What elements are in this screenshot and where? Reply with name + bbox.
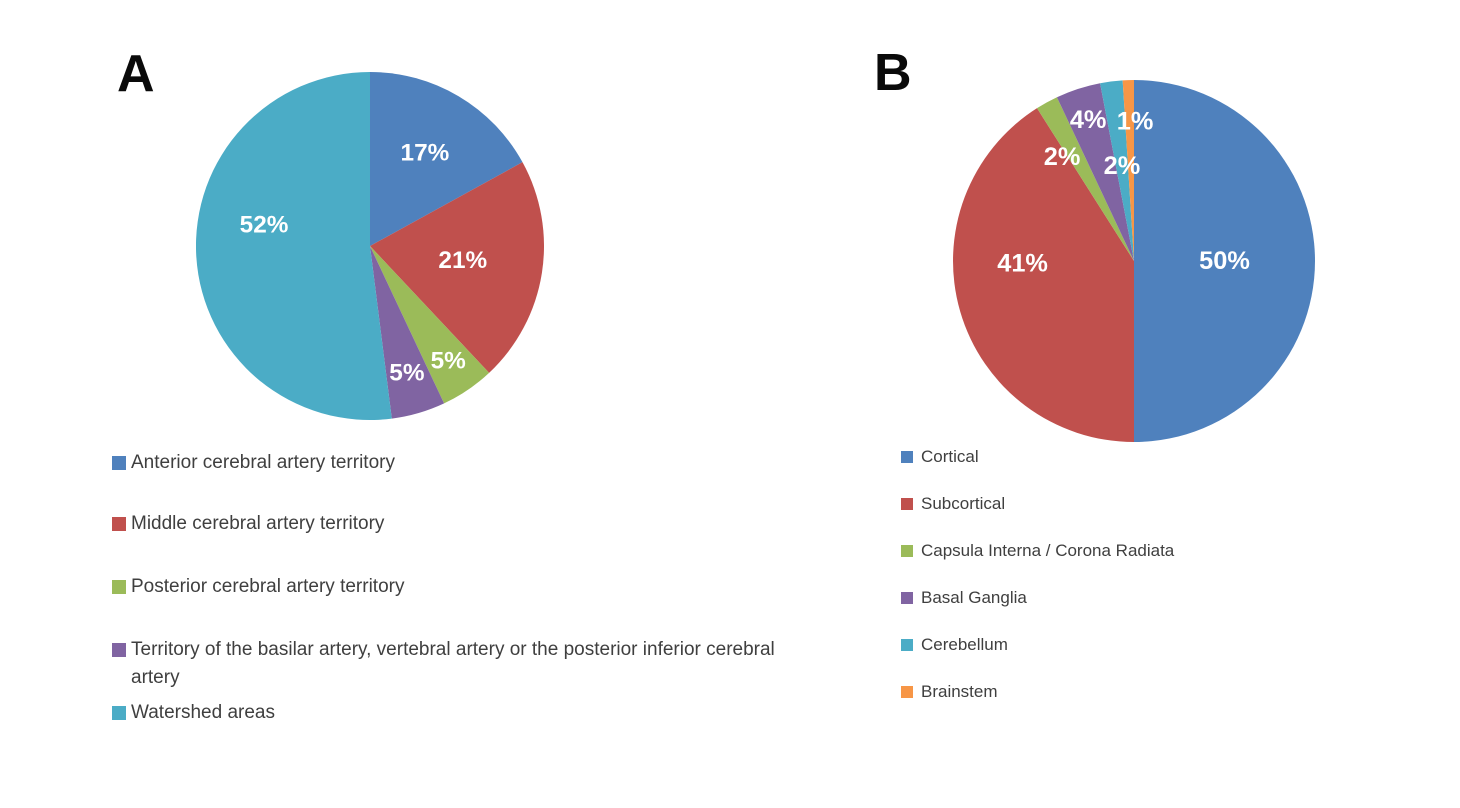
panel-label-a: A xyxy=(117,45,155,103)
pie-data-label: 5% xyxy=(389,359,425,386)
pie-chart-b: 50% 41% 2% 4% 2% 1% xyxy=(953,80,1315,442)
legend-item: Watershed areas xyxy=(112,699,275,727)
legend-marker xyxy=(901,498,913,510)
pie-data-label: 21% xyxy=(438,247,487,274)
legend-item: Capsula Interna / Corona Radiata xyxy=(901,540,1174,562)
legend-label: Posterior cerebral artery territory xyxy=(131,576,405,597)
legend-marker xyxy=(901,686,913,698)
legend-marker xyxy=(112,643,126,657)
legend-item: Cortical xyxy=(901,446,979,468)
legend-label: Watershed areas xyxy=(131,702,275,723)
pie-slice xyxy=(1134,80,1315,442)
legend-marker xyxy=(112,706,126,720)
pie-slice xyxy=(370,162,544,373)
legend-marker xyxy=(901,545,913,557)
legend-a: Anterior cerebral artery territory Middle… xyxy=(112,449,792,749)
legend-label: Subcortical xyxy=(921,494,1006,513)
pie-data-label: 5% xyxy=(431,348,467,375)
legend-marker xyxy=(901,592,913,604)
pie-data-label: 50% xyxy=(1199,247,1250,275)
pie-slice xyxy=(1056,83,1134,261)
legend-label: Capsula Interna / Corona Radiata xyxy=(921,541,1175,560)
legend-marker xyxy=(112,517,126,531)
pie-data-label: 2% xyxy=(1104,152,1141,180)
pie-slice xyxy=(370,72,523,246)
legend-label: Cortical xyxy=(921,447,979,466)
legend-label: Basal Ganglia xyxy=(921,588,1027,607)
panel-label-b: B xyxy=(874,44,912,102)
legend-item: Basal Ganglia xyxy=(901,587,1027,609)
pie-slice xyxy=(1037,97,1134,261)
legend-marker xyxy=(112,456,126,470)
pie-slice xyxy=(370,246,445,419)
pie-slice xyxy=(370,246,490,404)
pie-data-label: 2% xyxy=(1044,143,1081,171)
legend-label: Brainstem xyxy=(921,682,998,701)
legend-item: Middle cerebral artery territory xyxy=(112,510,384,538)
pie-slice xyxy=(196,72,392,420)
legend-item: Brainstem xyxy=(901,681,998,703)
pie-slice xyxy=(1100,80,1134,261)
legend-marker xyxy=(901,639,913,651)
legend-item: Posterior cerebral artery territory xyxy=(112,573,404,601)
pie-data-label: 52% xyxy=(240,211,289,238)
legend-label: Cerebellum xyxy=(921,635,1008,654)
legend-label: Anterior cerebral artery territory xyxy=(131,452,395,473)
pie-chart-a: 17% 21% 5%5% 52% xyxy=(196,72,544,420)
legend-b: Cortical Subcortical Capsula Interna / Cor… xyxy=(901,446,1331,716)
pie-data-label: 41% xyxy=(997,249,1048,277)
pie-slice xyxy=(1122,80,1134,261)
pie-data-label: 1% xyxy=(1117,108,1154,136)
legend-marker xyxy=(901,451,913,463)
legend-marker xyxy=(112,580,126,594)
legend-item: Anterior cerebral artery territory xyxy=(112,449,395,477)
pie-data-label: 4% xyxy=(1070,106,1107,134)
pie-slice xyxy=(953,108,1134,442)
legend-item: Territory of the basilar artery, vertebr… xyxy=(112,636,786,692)
legend-label: Territory of the basilar artery, vertebr… xyxy=(131,639,775,688)
legend-item: Subcortical xyxy=(901,493,1005,515)
pie-data-label: 17% xyxy=(401,140,450,167)
legend-label: Middle cerebral artery territory xyxy=(131,513,385,534)
legend-item: Cerebellum xyxy=(901,634,1008,656)
